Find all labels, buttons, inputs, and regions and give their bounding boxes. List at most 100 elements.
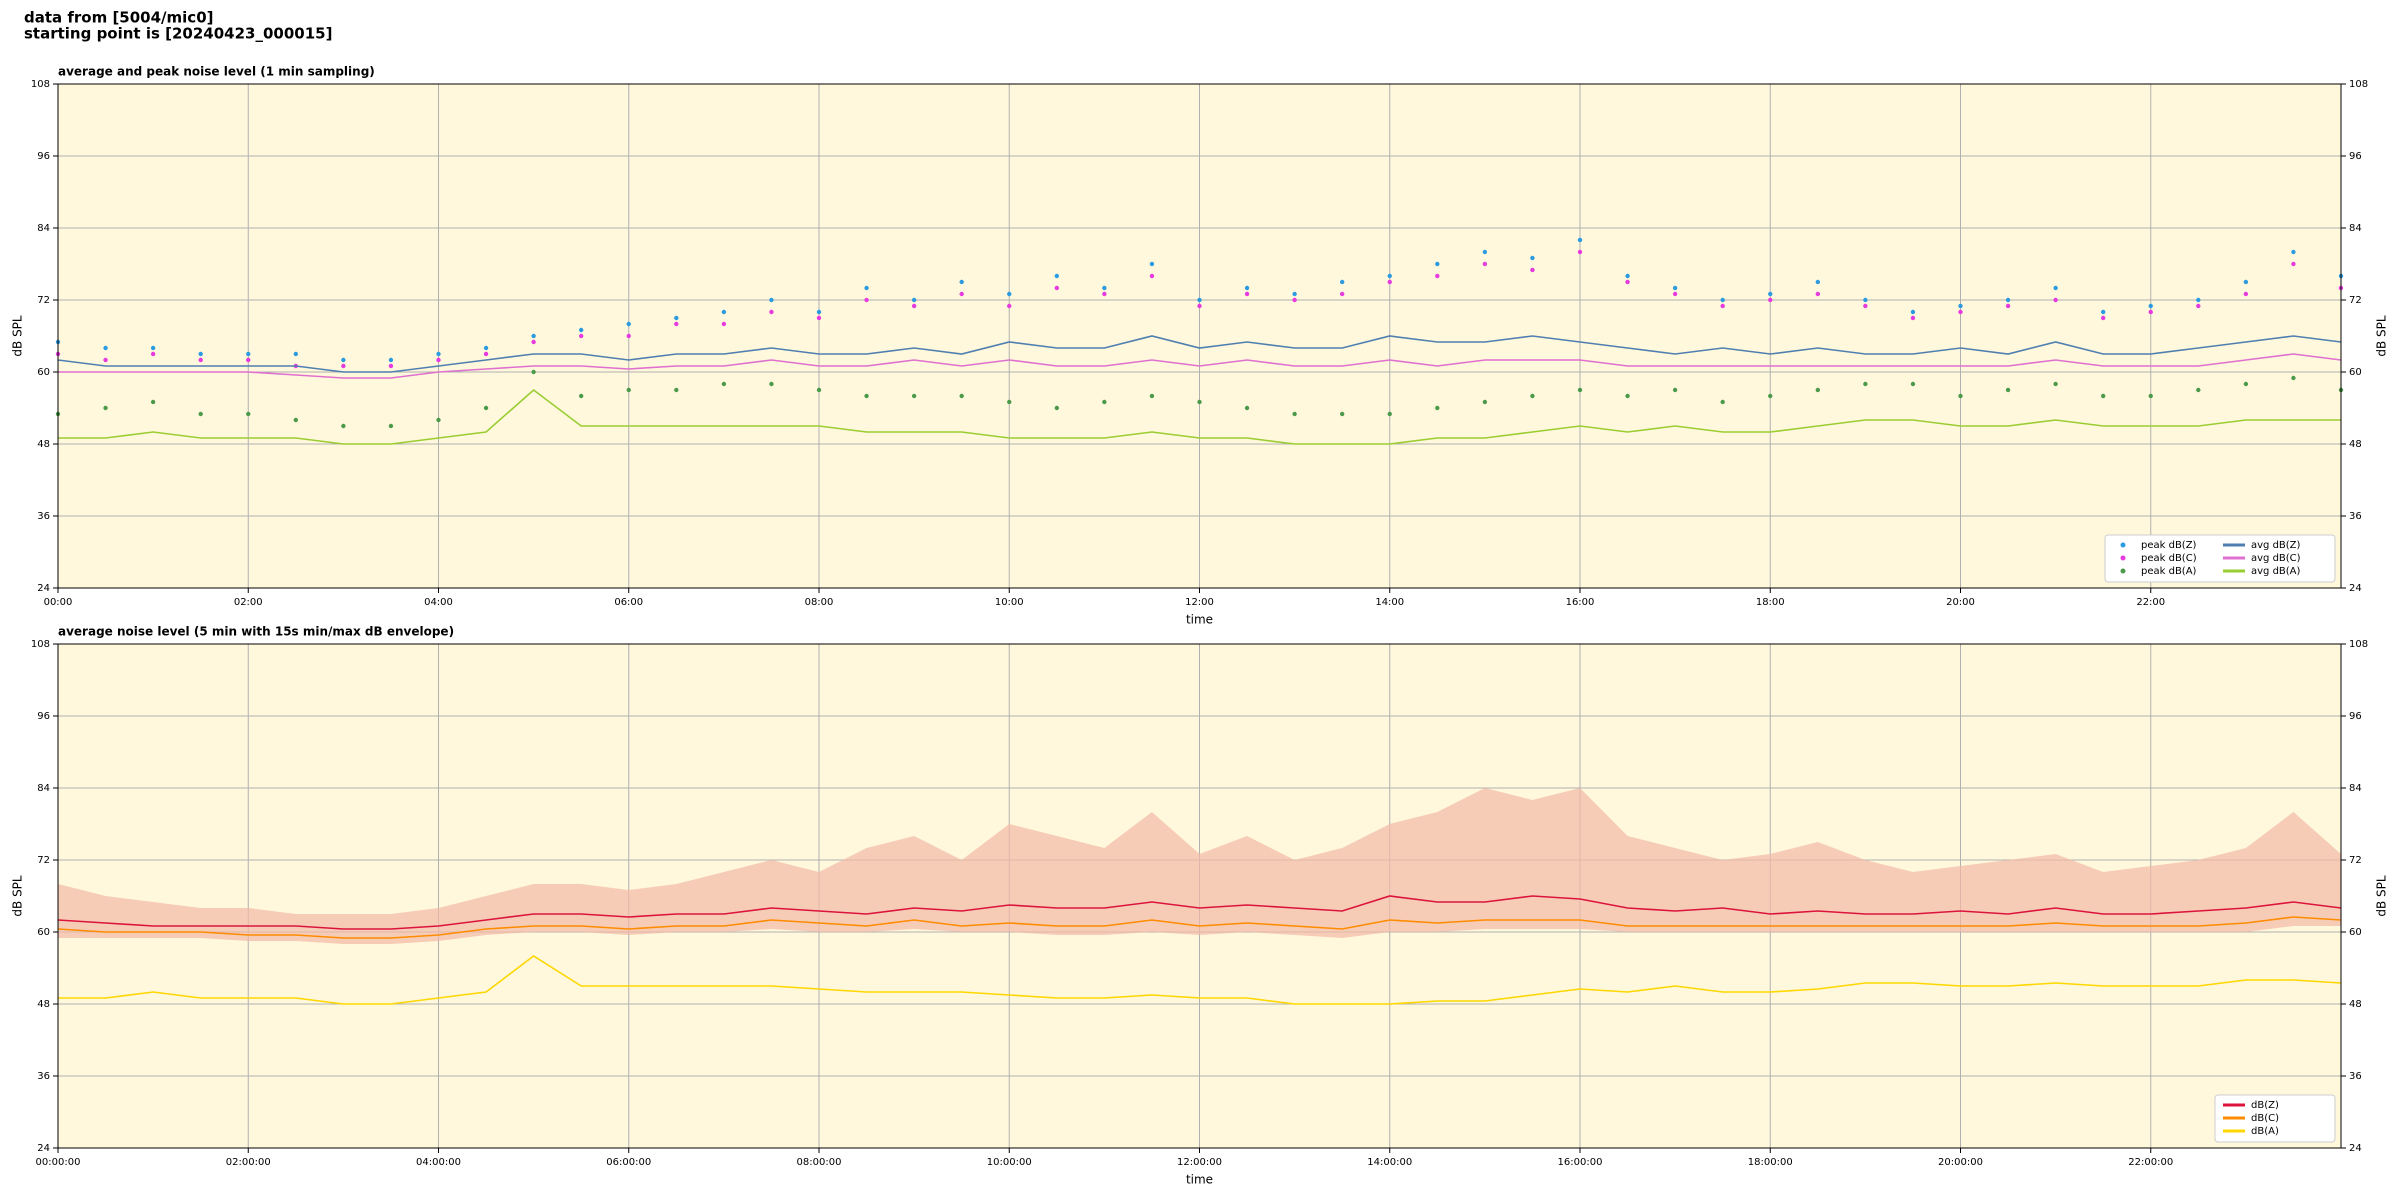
x-tick-label: 02:00 (234, 597, 263, 608)
peak-point (1102, 291, 1107, 297)
peak-point (864, 393, 869, 399)
peak-point (911, 303, 917, 309)
y-tick-label: 36 (37, 511, 50, 522)
y-tick-label: 48 (2349, 439, 2362, 450)
peak-point (246, 351, 251, 357)
peak-point (1244, 291, 1250, 297)
peak-point (198, 351, 203, 357)
peak-point (150, 399, 156, 405)
x-tick-label: 04:00:00 (416, 1157, 461, 1168)
peak-point (1102, 399, 1107, 405)
peak-point (1292, 411, 1297, 417)
peak-point (150, 345, 156, 351)
x-tick-label: 10:00 (995, 597, 1024, 608)
peak-point (2100, 315, 2106, 321)
peak-point (1672, 387, 1678, 393)
peak-point (436, 351, 441, 357)
peak-point (2291, 375, 2296, 381)
x-tick-label: 18:00 (1756, 597, 1785, 608)
y-tick-label: 84 (2349, 223, 2362, 234)
peak-point (436, 417, 441, 423)
peak-point (721, 381, 727, 387)
peak-point (1292, 297, 1297, 303)
envelope-area (58, 788, 2341, 944)
peak-point (578, 327, 584, 333)
x-tick-label: 14:00 (1375, 597, 1404, 608)
x-tick-label: 08:00:00 (797, 1157, 842, 1168)
peak-point (483, 345, 489, 351)
y-tick-label: 108 (2349, 79, 2368, 90)
y-axis-label: dB SPL (2375, 875, 2389, 917)
peak-point (2100, 309, 2106, 315)
peak-point (103, 345, 108, 351)
x-tick-label: 12:00 (1185, 597, 1214, 608)
legend-label: peak dB(Z) (2141, 540, 2197, 551)
peak-point (864, 285, 869, 291)
x-tick-label: 22:00:00 (2128, 1157, 2173, 1168)
peak-point (1244, 405, 1250, 411)
peak-point (2100, 393, 2106, 399)
legend-label: avg dB(Z) (2251, 540, 2301, 551)
peak-point (911, 297, 917, 303)
peak-point (816, 309, 822, 315)
y-tick-label: 96 (37, 151, 50, 162)
peak-point (1435, 273, 1440, 279)
peak-point (578, 333, 584, 339)
peak-point (198, 357, 203, 363)
x-tick-label: 00:00:00 (36, 1157, 81, 1168)
peak-point (1149, 393, 1155, 399)
peak-point (1910, 381, 1916, 387)
y-tick-label: 72 (37, 295, 50, 306)
peak-point (1625, 279, 1630, 285)
x-axis-label: time (1186, 613, 1213, 627)
x-tick-label: 10:00:00 (987, 1157, 1032, 1168)
peak-point (1530, 267, 1535, 273)
peak-point (388, 423, 394, 429)
peak-point (1530, 393, 1535, 399)
peak-point (1720, 399, 1725, 405)
x-tick-label: 12:00:00 (1177, 1157, 1222, 1168)
peak-point (1910, 315, 1916, 321)
peak-point (1197, 303, 1202, 309)
peak-point (1530, 255, 1535, 261)
peak-point (1387, 279, 1392, 285)
legend-marker (2120, 568, 2126, 574)
peak-point (721, 321, 727, 327)
x-tick-label: 00:00 (44, 597, 73, 608)
plot-frame (57, 83, 2342, 589)
peak-point (436, 357, 441, 363)
x-tick-label: 20:00:00 (1938, 1157, 1983, 1168)
peak-point (2243, 381, 2249, 387)
legend-label: dB(Z) (2251, 1100, 2279, 1111)
peak-point (150, 351, 156, 357)
y-tick-label: 60 (37, 927, 50, 938)
peak-point (1577, 237, 1583, 243)
peak-point (769, 381, 774, 387)
x-tick-label: 06:00:00 (606, 1157, 651, 1168)
peak-point (388, 357, 394, 363)
peak-point (1149, 261, 1155, 267)
y-tick-label: 72 (2349, 295, 2362, 306)
peak-point (1007, 291, 1012, 297)
legend-marker (2120, 542, 2126, 548)
plot-frame (57, 643, 2342, 1149)
y-tick-label: 72 (2349, 855, 2362, 866)
peak-point (816, 315, 822, 321)
peak-point (1339, 279, 1345, 285)
series-line (57, 895, 2342, 930)
peak-point (959, 393, 964, 399)
peak-point (2196, 297, 2201, 303)
y-tick-label: 96 (2349, 151, 2362, 162)
peak-point (2148, 393, 2153, 399)
peak-point (2053, 297, 2058, 303)
x-tick-label: 02:00:00 (226, 1157, 271, 1168)
peak-point (626, 333, 631, 339)
legend-label: dB(C) (2251, 1113, 2279, 1124)
peak-point (1720, 297, 1725, 303)
peak-point (721, 309, 727, 315)
peak-point (1482, 261, 1488, 267)
peak-point (578, 393, 584, 399)
peak-point (1815, 279, 1821, 285)
y-axis-label: dB SPL (11, 875, 25, 917)
